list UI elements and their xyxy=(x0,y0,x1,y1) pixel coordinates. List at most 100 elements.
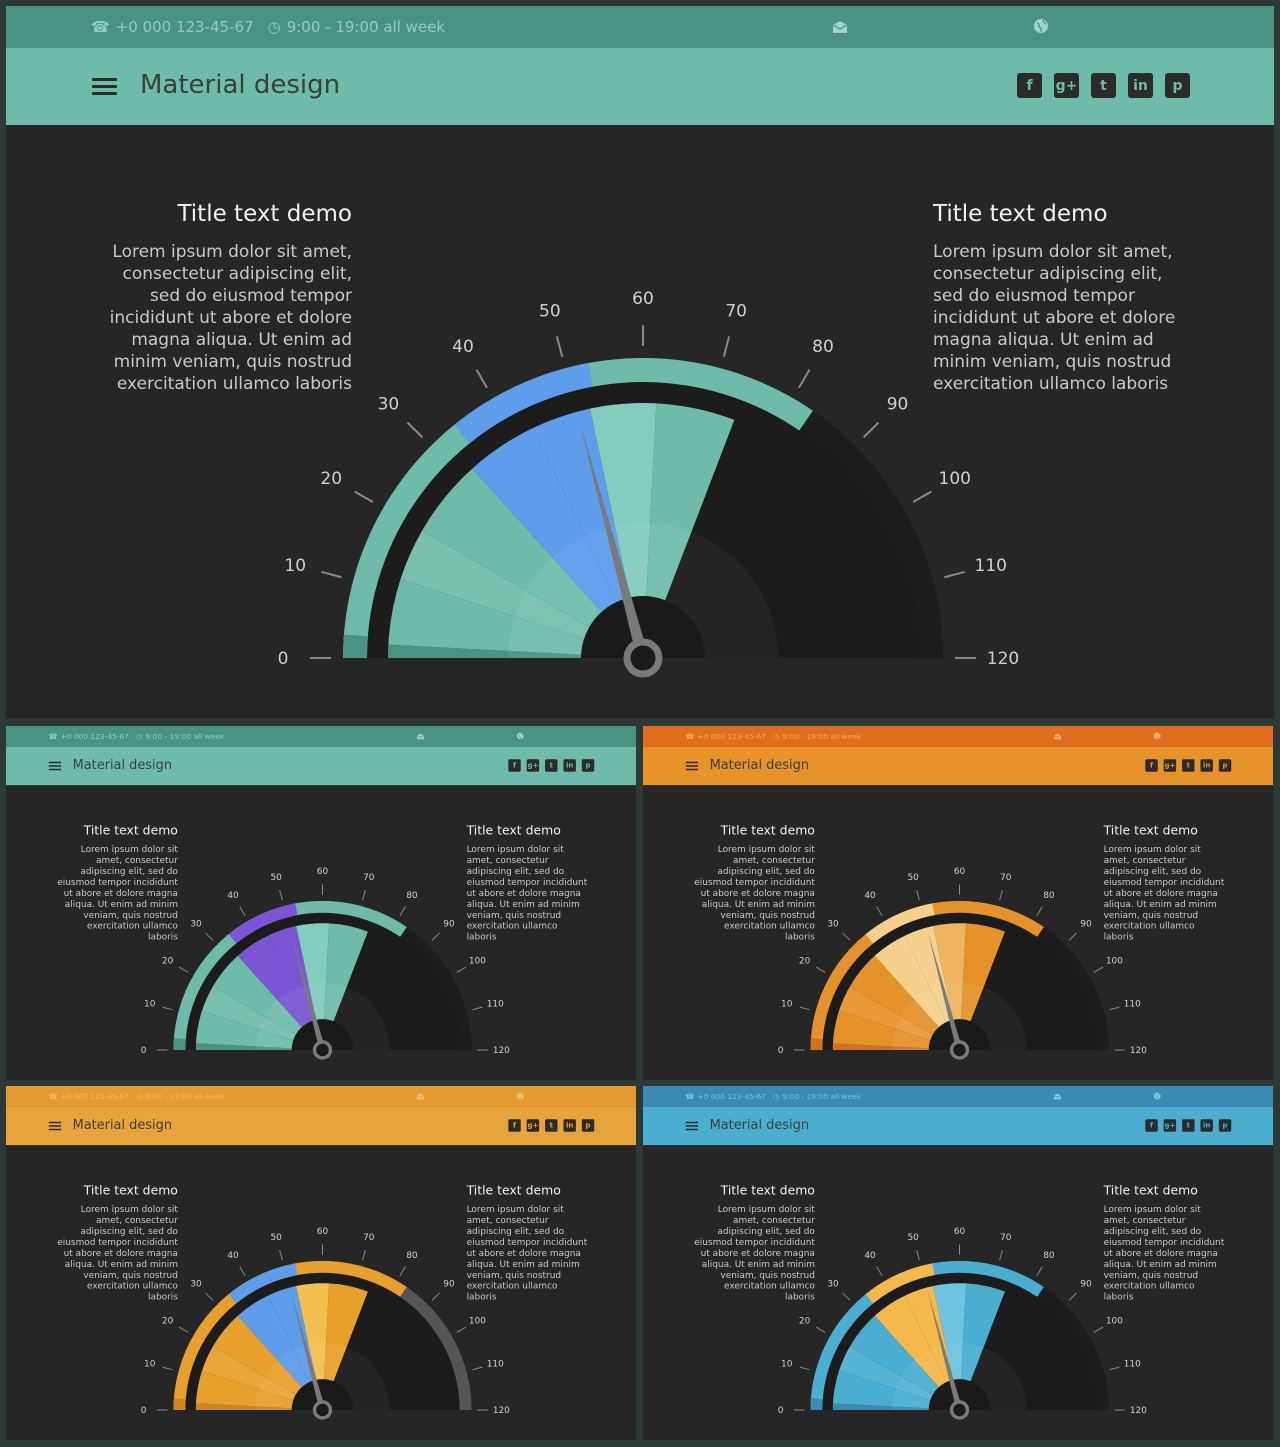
gauge-wedge-3 xyxy=(849,1315,960,1410)
gauge-tick-label: 50 xyxy=(908,873,920,883)
gauge-wedge-4 xyxy=(237,1295,323,1410)
speed-gauge: 0 10 20 30 40 50 60 70 80 90 100 110 120 xyxy=(141,1227,510,1420)
twitter-icon[interactable]: t xyxy=(1182,759,1195,772)
pinterest-icon[interactable]: p xyxy=(581,759,595,772)
left-text-block: Title text demo Lorem ipsum dolor sit ame… xyxy=(106,201,352,395)
gauge-tick xyxy=(475,369,488,389)
facebook-icon[interactable]: f xyxy=(508,759,521,772)
gauge-tick xyxy=(205,932,214,941)
instagram-icon[interactable]: in xyxy=(563,1119,576,1132)
gauge-tick xyxy=(178,966,189,973)
gauge-tick-label: 90 xyxy=(1080,919,1092,929)
gauge-needle xyxy=(927,1292,963,1411)
mail-icon[interactable] xyxy=(416,732,424,741)
google-plus-icon[interactable]: g+ xyxy=(1054,73,1079,98)
gauge-tick xyxy=(799,1366,810,1371)
right-body: Lorem ipsum dolor sit amet, consectetur … xyxy=(1103,1204,1225,1303)
gauge-outer-arc-rest xyxy=(400,927,472,1050)
gauge-wedge-1 xyxy=(832,1370,960,1410)
twitter-icon[interactable]: t xyxy=(545,759,558,772)
social-links: f g+ t in p xyxy=(508,1119,595,1132)
hamburger-menu-icon[interactable] xyxy=(685,761,699,771)
globe-icon[interactable] xyxy=(516,732,524,742)
thumbnail-panel-orange-blue[interactable]: ☎ +0 000 123-45-67 ◷ 9:00 - 19:00 all week M… xyxy=(6,1086,636,1440)
gauge-wedge-5 xyxy=(267,1286,323,1410)
gauge-needle-pivot xyxy=(312,1400,333,1420)
pinterest-icon[interactable]: p xyxy=(581,1119,595,1132)
google-plus-icon[interactable]: g+ xyxy=(526,759,540,772)
right-text-block: Title text demo Lorem ipsum dolor sit ame… xyxy=(933,201,1181,395)
social-links: f g+ t in p xyxy=(1017,73,1190,98)
gauge-tick-label: 0 xyxy=(278,649,289,669)
thumbnail-panel-blue[interactable]: ☎ +0 000 123-45-67 ◷ 9:00 - 19:00 all week M… xyxy=(643,1086,1273,1440)
gauge-outer-arc-highlight xyxy=(865,903,935,944)
hamburger-menu-icon[interactable] xyxy=(92,78,117,96)
twitter-icon[interactable]: t xyxy=(1182,1119,1195,1132)
gauge-tick xyxy=(862,421,880,439)
hamburger-menu-icon[interactable] xyxy=(48,761,62,771)
google-plus-icon[interactable]: g+ xyxy=(526,1119,540,1132)
instagram-icon[interactable]: in xyxy=(563,759,576,772)
globe-icon[interactable] xyxy=(1033,18,1049,38)
right-title: Title text demo xyxy=(1103,822,1198,838)
gauge-wedge-2 xyxy=(838,1346,960,1410)
twitter-icon[interactable]: t xyxy=(1091,73,1116,98)
gauge-wedge-3 xyxy=(212,955,323,1050)
gauge-needle xyxy=(290,932,326,1051)
pinterest-icon[interactable]: p xyxy=(1165,73,1190,98)
gauge-wedge-4 xyxy=(472,427,643,658)
social-links: f g+ t in p xyxy=(1145,759,1232,772)
gauge-outer-arc-start xyxy=(343,634,368,658)
instagram-icon[interactable]: in xyxy=(1128,73,1153,98)
globe-icon[interactable] xyxy=(1153,732,1161,742)
top-contact-bar: ☎ +0 000 123-45-67 ◷ 9:00 - 19:00 all week xyxy=(6,726,636,747)
globe-icon[interactable] xyxy=(1153,1092,1161,1102)
clock-icon: ◷ xyxy=(135,1091,143,1101)
facebook-icon[interactable]: f xyxy=(508,1119,521,1132)
gauge-tick-label: 10 xyxy=(781,1000,793,1010)
phone-number: +0 000 123-45-67 xyxy=(60,731,130,741)
right-text-block: Title text demo Lorem ipsum dolor sit ame… xyxy=(1104,1183,1227,1303)
gauge-tick xyxy=(279,890,283,901)
gauge-tick xyxy=(406,421,424,439)
facebook-icon[interactable]: f xyxy=(1145,1119,1158,1132)
right-text-block: Title text demo Lorem ipsum dolor sit ame… xyxy=(467,823,590,943)
gauge-tick-label: 80 xyxy=(1043,891,1055,901)
gauge-tick xyxy=(321,570,342,579)
mail-icon[interactable] xyxy=(832,19,848,38)
thumbnail-panel-teal-purple[interactable]: ☎ +0 000 123-45-67 ◷ 9:00 - 19:00 all week M… xyxy=(6,726,636,1080)
opening-hours: 9:00 - 19:00 all week xyxy=(782,1091,862,1101)
gauge-tick-label: 70 xyxy=(363,1233,375,1243)
thumbnail-panel-orange[interactable]: ☎ +0 000 123-45-67 ◷ 9:00 - 19:00 all week M… xyxy=(643,726,1273,1080)
twitter-icon[interactable]: t xyxy=(545,1119,558,1132)
gauge-tick xyxy=(399,1266,406,1276)
facebook-icon[interactable]: f xyxy=(1017,73,1042,98)
google-plus-icon[interactable]: g+ xyxy=(1163,1119,1177,1132)
gauge-tick xyxy=(362,890,366,901)
mail-icon[interactable] xyxy=(1053,1092,1061,1101)
google-plus-icon[interactable]: g+ xyxy=(1163,759,1177,772)
pinterest-icon[interactable]: p xyxy=(1218,1119,1232,1132)
hamburger-menu-icon[interactable] xyxy=(685,1121,699,1131)
speed-gauge: 0 10 20 30 40 50 60 70 80 90 100 110 120 xyxy=(278,289,1019,678)
pinterest-icon[interactable]: p xyxy=(1218,759,1232,772)
gauge-outer-arc xyxy=(173,1260,407,1410)
top-contact-bar: ☎ +0 000 123-45-67 ◷ 9:00 - 19:00 all week xyxy=(6,1086,636,1107)
gauge-tick-label: 30 xyxy=(190,1279,202,1289)
gauge-needle xyxy=(579,421,649,660)
phone-number: +0 000 123-45-67 xyxy=(115,18,254,36)
facebook-icon[interactable]: f xyxy=(1145,759,1158,772)
mail-icon[interactable] xyxy=(416,1092,424,1101)
mail-icon[interactable] xyxy=(1053,732,1061,741)
gauge-outer-arc-highlight xyxy=(228,903,298,944)
gauge-tick xyxy=(354,490,374,503)
gauge-tick xyxy=(722,336,731,357)
hamburger-menu-icon[interactable] xyxy=(48,1121,62,1131)
gauge-outer-arc-start xyxy=(810,1038,823,1050)
instagram-icon[interactable]: in xyxy=(1200,759,1213,772)
gauge-tick-label: 60 xyxy=(954,867,966,877)
gauge-wedge-5 xyxy=(904,926,960,1050)
instagram-icon[interactable]: in xyxy=(1200,1119,1213,1132)
globe-icon[interactable] xyxy=(516,1092,524,1102)
gauge-tick-label: 40 xyxy=(227,891,239,901)
